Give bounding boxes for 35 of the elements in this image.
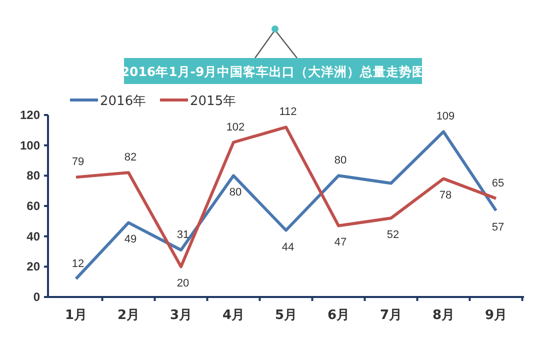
y-tick-label: 60 xyxy=(26,199,40,213)
data-label: 79 xyxy=(72,156,84,168)
x-tick-label: 9月 xyxy=(484,308,508,323)
data-label: 20 xyxy=(176,278,190,290)
x-tick-label: 5月 xyxy=(274,308,298,323)
data-label: 12 xyxy=(72,258,84,270)
legend-label: 2016年 xyxy=(100,94,146,109)
y-tick-label: 100 xyxy=(20,138,40,152)
data-label: 80 xyxy=(229,186,242,199)
data-label: 112 xyxy=(279,106,297,118)
data-label: 78 xyxy=(439,190,452,202)
data-label: 49 xyxy=(124,234,137,246)
data-label: 57 xyxy=(492,222,504,234)
x-tick-label: 8月 xyxy=(432,308,455,323)
data-label: 31 xyxy=(176,228,190,241)
x-tick-label: 3月 xyxy=(170,308,192,323)
x-tick-label: 6月 xyxy=(327,308,350,323)
x-tick-label: 2月 xyxy=(117,308,140,323)
data-label: 102 xyxy=(226,121,245,134)
y-tick-label: 20 xyxy=(26,260,40,274)
data-label: 44 xyxy=(282,241,294,254)
y-tick-label: 80 xyxy=(26,168,40,183)
data-label: 52 xyxy=(386,229,400,242)
y-tick-label: 0 xyxy=(33,290,40,304)
x-tick-label: 1月 xyxy=(64,308,88,323)
x-tick-label: 7月 xyxy=(380,308,402,323)
y-tick-label: 40 xyxy=(26,229,40,244)
x-tick-label: 4月 xyxy=(222,308,245,323)
data-label: 80 xyxy=(334,154,347,167)
y-tick-label: 120 xyxy=(20,108,40,122)
legend-label: 2015年 xyxy=(190,94,236,109)
data-label: 109 xyxy=(436,110,455,123)
data-label: 82 xyxy=(124,152,137,164)
data-label: 65 xyxy=(492,177,504,190)
data-label: 47 xyxy=(334,236,347,249)
